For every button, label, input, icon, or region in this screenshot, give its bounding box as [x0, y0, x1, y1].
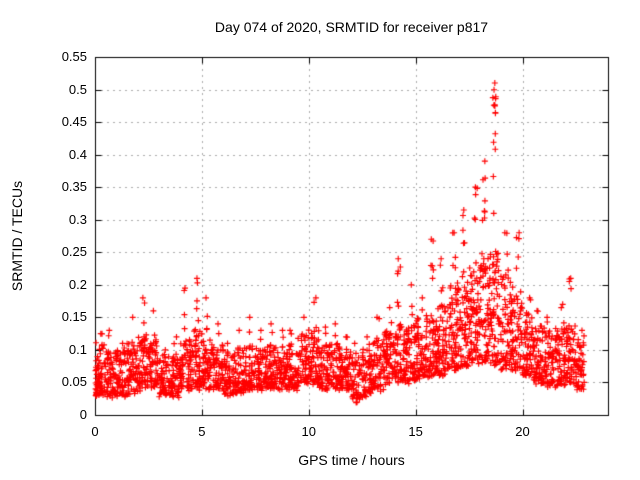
y-tick-label: 0.55 [61, 49, 87, 64]
y-tick-label: 0.4 [68, 146, 87, 162]
y-tick-label: 0.3 [68, 211, 87, 227]
y-tick-label: 0.25 [61, 244, 87, 260]
x-tick-label: 5 [198, 424, 206, 439]
y-tick-label: 0.05 [61, 374, 87, 390]
y-tick-label: 0.45 [61, 114, 87, 130]
x-axis-label: GPS time / hours [298, 452, 405, 468]
y-tick-label: 0 [79, 407, 87, 422]
y-axis-label: SRMTID / TECUs [9, 180, 25, 292]
y-tick-label: 0.15 [61, 309, 87, 325]
x-tick-label: 15 [408, 424, 423, 439]
y-tick-label: 0.5 [68, 81, 87, 97]
x-tick-label: 20 [515, 424, 530, 439]
y-tick-label: 0.35 [61, 179, 87, 195]
y-tick-label: 0.1 [68, 341, 87, 357]
y-tick-label: 0.2 [68, 276, 87, 292]
x-tick-label: 0 [91, 424, 99, 439]
chart-title: Day 074 of 2020, SRMTID for receiver p81… [214, 19, 489, 35]
x-tick-label: 10 [301, 424, 316, 439]
